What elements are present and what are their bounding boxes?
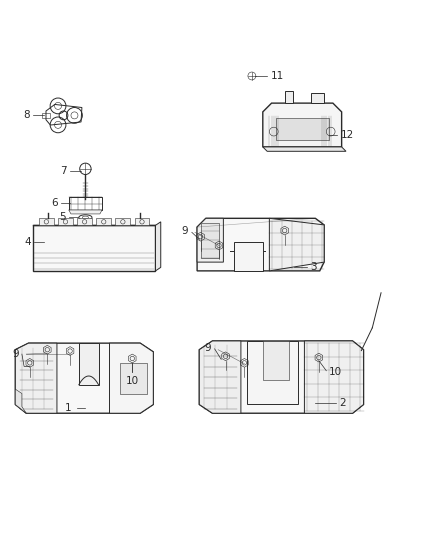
- Polygon shape: [263, 341, 289, 381]
- Text: 4: 4: [25, 237, 32, 247]
- Polygon shape: [247, 341, 298, 405]
- Text: 2: 2: [339, 398, 346, 408]
- Polygon shape: [197, 219, 223, 262]
- Text: 7: 7: [60, 166, 67, 176]
- Text: 1: 1: [65, 402, 71, 413]
- Polygon shape: [304, 341, 364, 413]
- Polygon shape: [285, 91, 293, 103]
- Polygon shape: [96, 219, 111, 225]
- Polygon shape: [33, 225, 155, 271]
- Polygon shape: [15, 389, 26, 413]
- Polygon shape: [110, 343, 153, 413]
- Polygon shape: [276, 118, 328, 140]
- Polygon shape: [311, 93, 324, 103]
- Text: 10: 10: [328, 367, 342, 377]
- Text: 10: 10: [126, 376, 139, 386]
- Polygon shape: [201, 223, 219, 258]
- Text: 3: 3: [310, 262, 317, 272]
- Text: 11: 11: [271, 71, 284, 81]
- Text: 5: 5: [59, 213, 66, 222]
- Polygon shape: [199, 341, 364, 413]
- Polygon shape: [39, 219, 54, 225]
- Polygon shape: [116, 219, 131, 225]
- Polygon shape: [263, 147, 346, 151]
- Polygon shape: [79, 343, 99, 385]
- Polygon shape: [77, 219, 92, 225]
- Text: 9: 9: [12, 349, 19, 359]
- Text: 6: 6: [51, 198, 58, 208]
- Polygon shape: [199, 341, 241, 413]
- Polygon shape: [15, 343, 57, 413]
- Polygon shape: [58, 219, 73, 225]
- Polygon shape: [263, 103, 342, 147]
- Polygon shape: [234, 243, 263, 271]
- Polygon shape: [120, 363, 147, 393]
- Polygon shape: [197, 219, 324, 271]
- Polygon shape: [15, 343, 153, 413]
- Polygon shape: [134, 219, 149, 225]
- Polygon shape: [69, 210, 102, 214]
- Polygon shape: [269, 219, 324, 271]
- Text: 9: 9: [182, 225, 188, 236]
- Text: 12: 12: [341, 130, 354, 140]
- Text: 9: 9: [205, 343, 211, 352]
- Polygon shape: [155, 222, 161, 271]
- Text: 8: 8: [23, 110, 30, 120]
